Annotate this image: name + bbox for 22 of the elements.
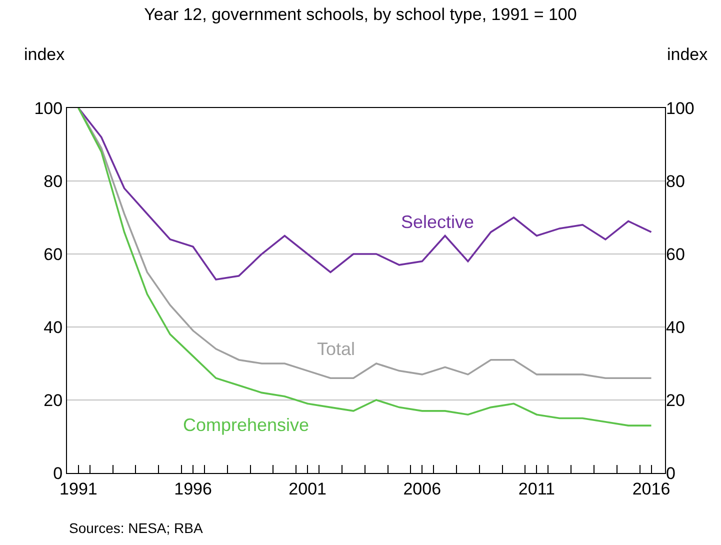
x-tick-label: 1996 [174,479,212,498]
y-axis-title: index [24,45,66,64]
series-label: Total [317,339,356,359]
y2-tick-label: 100 [666,98,694,118]
y2-tick-label: 60 [666,244,685,264]
y2-tick-label: 40 [666,318,685,337]
chart-title: Year 12, government schools, by school type, 1991 = 100 [144,5,577,24]
y-tick-label: 60 [44,244,63,264]
y-tick-label: 80 [44,172,63,191]
x-tick-label: 2001 [288,479,326,498]
x-tick-label: 2006 [403,479,442,498]
source-note: Sources: NESA; RBA [69,520,204,536]
y-tick-label: 100 [34,98,63,118]
y2-tick-label: 20 [666,390,685,410]
y2-tick-label: 80 [666,172,685,191]
y-tick-label: 20 [44,390,63,410]
y2-axis-title: index [667,45,708,64]
x-tick-label: 2011 [518,479,555,498]
series-label: Comprehensive [183,415,310,435]
y-tick-label: 40 [44,318,63,337]
line-series [78,108,652,280]
series-label: Selective [401,212,474,232]
